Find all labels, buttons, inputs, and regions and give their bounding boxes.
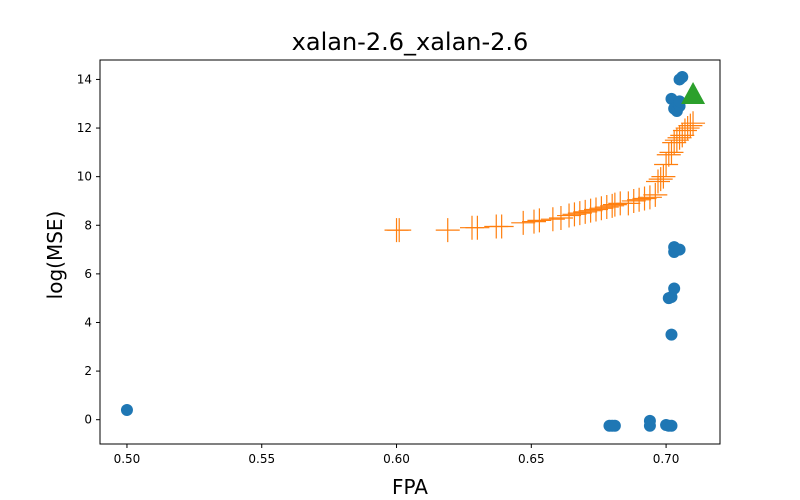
circle-point: [673, 95, 686, 108]
circle-point: [665, 328, 678, 341]
circle-point: [120, 403, 133, 416]
plus-point: [678, 113, 703, 138]
plus-point: [584, 197, 608, 222]
y-axis-label: log(MSE): [43, 211, 67, 300]
y-tick-label: 2: [84, 364, 92, 378]
plus-point: [465, 215, 490, 240]
plot-area: 0.50 0.55 0.60 0.65 0.70 0 2 4 6 8 10 12 14: [77, 59, 721, 466]
x-tick-label: 0.65: [518, 452, 545, 466]
plus-point: [681, 111, 706, 136]
plus-point: [435, 218, 460, 243]
x-tick-label: 0.70: [653, 452, 680, 466]
x-tick-label: 0.60: [383, 452, 410, 466]
plus-point: [643, 182, 668, 207]
circle-point: [608, 419, 621, 432]
plus-point: [557, 203, 582, 228]
plus-point: [621, 188, 646, 213]
plus-point: [656, 142, 681, 167]
y-tick-label: 14: [77, 72, 92, 86]
plus-point: [573, 199, 598, 224]
y-tick-label: 8: [84, 218, 92, 232]
plus-point: [589, 196, 614, 221]
plus-point: [578, 198, 603, 223]
x-axis-label: FPA: [392, 475, 428, 499]
circle-point: [665, 419, 678, 432]
y-tick-label: 4: [84, 315, 92, 329]
plus-point: [637, 185, 662, 210]
plus-point: [651, 164, 676, 189]
plus-point: [632, 186, 657, 211]
circle-point: [643, 419, 656, 432]
plus-point: [627, 187, 652, 212]
plus-point: [675, 116, 700, 141]
plus-point: [646, 169, 670, 194]
plus-point: [489, 214, 514, 239]
plus-point: [562, 202, 587, 227]
plus-point: [527, 208, 552, 233]
x-tick-label: 0.55: [248, 452, 275, 466]
chart-title: xalan-2.6_xalan-2.6: [292, 28, 529, 56]
plus-point: [648, 167, 673, 192]
y-tick-label: 12: [77, 121, 92, 135]
y-tick-label: 10: [77, 170, 92, 184]
plus-point: [602, 192, 627, 217]
y-tick-label: 0: [84, 413, 92, 427]
plot-frame: [99, 59, 721, 445]
plus-point: [654, 152, 679, 177]
triangle-point: [681, 82, 706, 105]
plus-point: [522, 209, 546, 234]
circle-point: [673, 243, 686, 256]
x-tick-label: 0.50: [114, 452, 141, 466]
plus-point: [387, 218, 412, 243]
plus-point: [616, 191, 641, 216]
plus-point: [511, 210, 536, 235]
plus-point: [567, 201, 592, 226]
plus-point: [659, 140, 684, 165]
circle-point: [676, 71, 689, 84]
circle-point: [668, 282, 681, 295]
y-tick-label: 6: [84, 267, 92, 281]
